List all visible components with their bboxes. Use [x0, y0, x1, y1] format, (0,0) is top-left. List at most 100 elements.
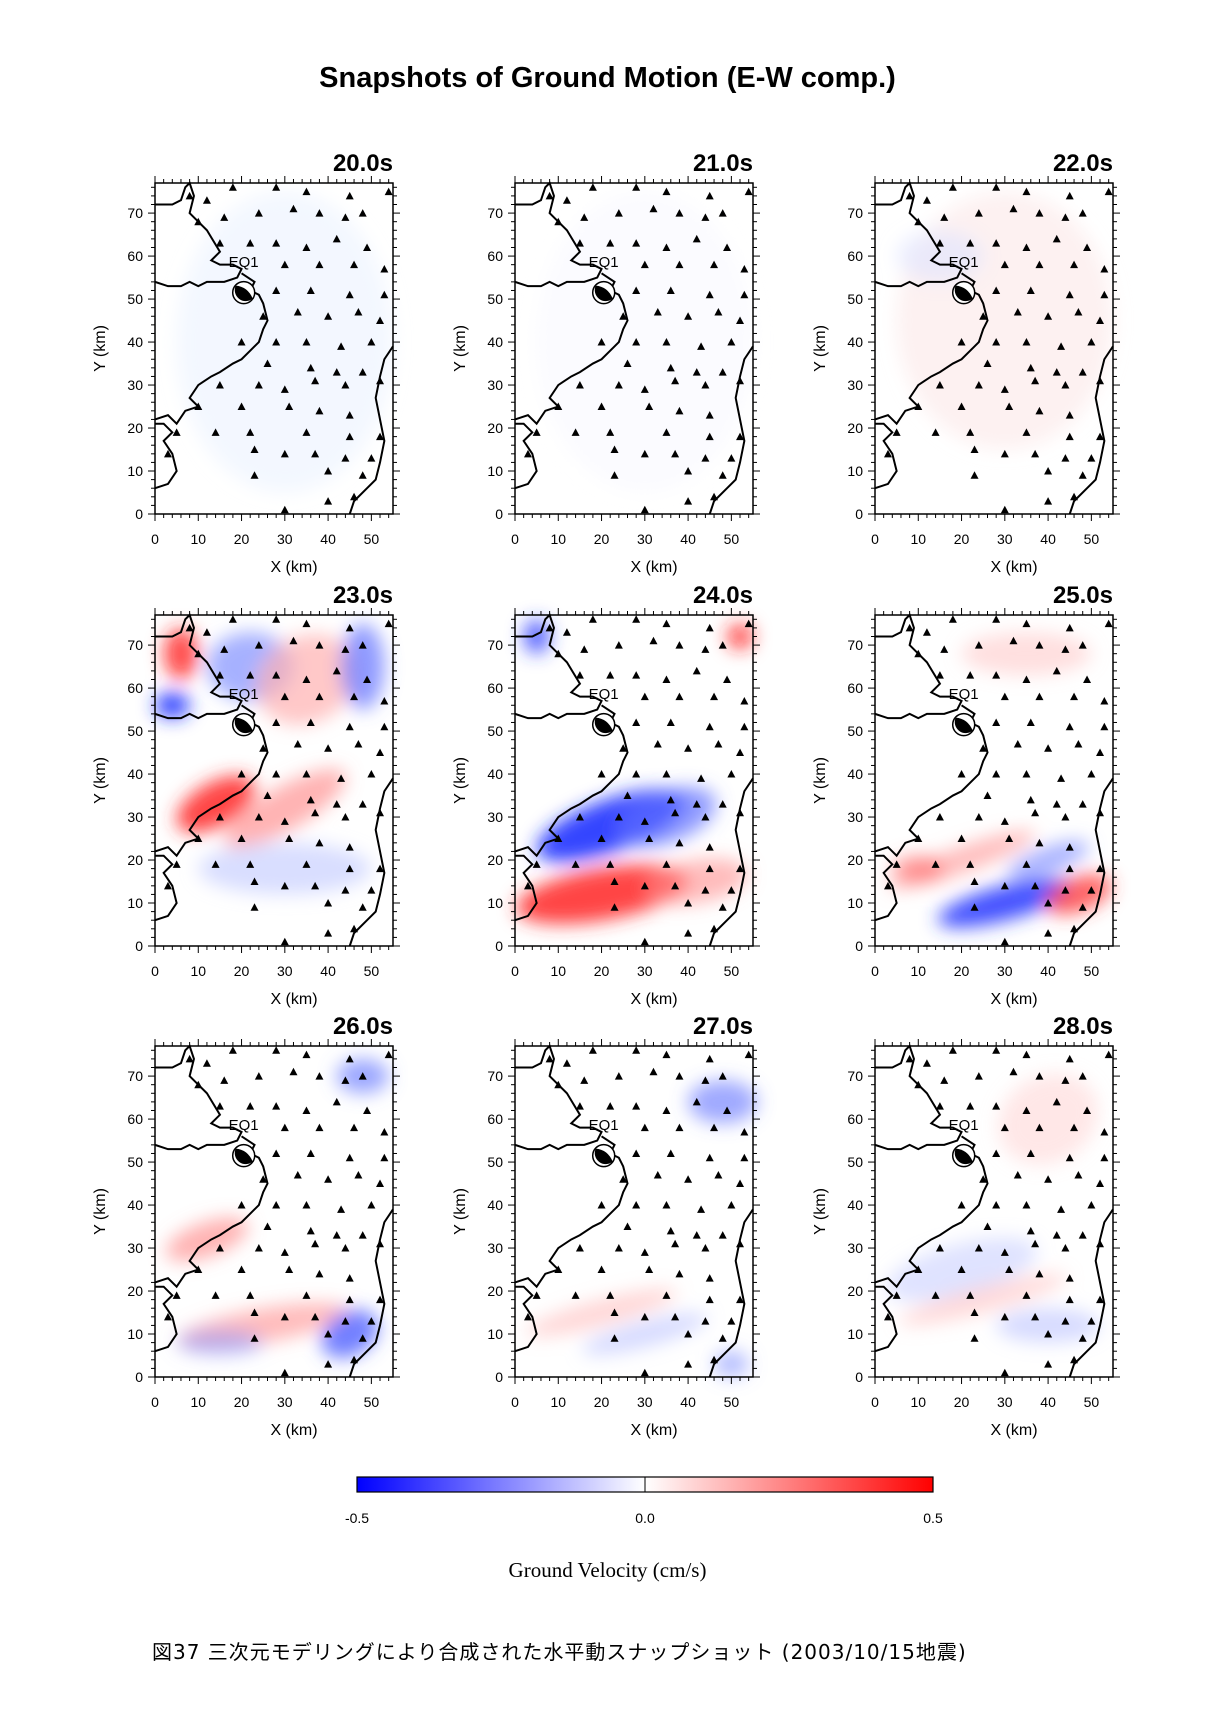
station-triangle-icon: [1052, 368, 1061, 376]
station-triangle-icon: [341, 645, 350, 653]
station-triangle-icon: [671, 376, 680, 385]
station-triangle-icon: [992, 1201, 1001, 1209]
station-triangle-icon: [350, 260, 359, 269]
station-triangle-icon: [384, 187, 393, 196]
station-triangle-icon: [337, 774, 346, 782]
coastline: [154, 1285, 178, 1353]
coastline: [874, 704, 989, 858]
station-triangle-icon: [1065, 191, 1074, 200]
station-triangle-icon: [263, 791, 272, 800]
panel-frame: [154, 614, 394, 947]
station-triangle-icon: [1026, 718, 1035, 726]
y-tick-label: 30: [487, 1240, 503, 1256]
station-triangle-icon: [675, 1269, 684, 1278]
station-triangle-icon: [202, 196, 211, 204]
station-triangle-icon: [649, 1067, 658, 1076]
station-triangle-icon: [246, 860, 255, 868]
x-tick-label: 40: [680, 1394, 696, 1410]
station-triangle-icon: [545, 1054, 554, 1063]
station-triangle-icon: [1031, 1312, 1040, 1321]
wavefield-patch: [582, 1313, 708, 1355]
station-triangle-icon: [272, 183, 281, 191]
station-triangle-icon: [302, 675, 311, 683]
station-triangle-icon: [692, 666, 701, 675]
station-triangle-icon: [1031, 881, 1040, 890]
station-triangle-icon: [358, 1072, 367, 1080]
coastline: [154, 181, 243, 288]
station-triangle-icon: [606, 860, 615, 868]
station-triangle-icon: [606, 671, 615, 679]
station-triangle-icon: [345, 1153, 354, 1162]
station-triangle-icon: [341, 1076, 350, 1084]
station-triangle-icon: [332, 1097, 341, 1106]
station-triangle-icon: [640, 260, 649, 269]
station-triangle-icon: [1005, 402, 1014, 411]
x-tick-label: 50: [724, 963, 740, 979]
station-triangle-icon: [697, 774, 706, 782]
station-triangle-icon: [259, 312, 268, 320]
station-triangle-icon: [597, 402, 606, 411]
y-axis-label: Y (km): [452, 1188, 469, 1235]
wavefield-patch: [1045, 874, 1112, 915]
station-triangle-icon: [718, 903, 727, 911]
x-tick-label: 20: [594, 963, 610, 979]
station-triangle-icon: [293, 307, 302, 316]
station-triangle-icon: [345, 411, 354, 419]
wavefield-patch: [961, 632, 1092, 676]
station-triangle-icon: [172, 428, 181, 436]
station-triangle-icon: [1057, 342, 1066, 350]
station-triangle-icon: [384, 619, 393, 628]
station-triangle-icon: [1022, 860, 1031, 868]
snapshot-panel: 23.0s EQ1 0 10 20 30 40 50 0 10 20 30 40 50 60 70 X (km)…: [92, 582, 400, 1008]
y-tick-label: 0: [135, 506, 143, 522]
station-triangle-icon: [675, 260, 684, 269]
station-triangle-icon: [935, 1102, 944, 1110]
station-triangle-icon: [311, 881, 320, 890]
station-triangle-icon: [974, 641, 983, 649]
y-tick-label: 10: [847, 463, 863, 479]
station-triangle-icon: [992, 183, 1001, 191]
station-triangle-icon: [632, 1149, 641, 1157]
x-tick-label: 30: [997, 531, 1013, 547]
wavefield-patch: [937, 878, 1072, 928]
station-triangle-icon: [675, 692, 684, 701]
station-triangle-icon: [1026, 363, 1035, 372]
station-triangle-icon: [957, 1201, 966, 1209]
x-tick-label: 40: [1040, 531, 1056, 547]
y-tick-label: 60: [487, 680, 503, 696]
station-triangle-icon: [697, 342, 706, 350]
station-triangle-icon: [1074, 739, 1083, 748]
station-triangle-icon: [315, 838, 324, 847]
station-triangle-icon: [358, 368, 367, 376]
station-triangle-icon: [914, 1080, 923, 1089]
station-triangle-icon: [1087, 770, 1096, 778]
station-triangle-icon: [966, 428, 975, 436]
x-tick-label: 50: [724, 531, 740, 547]
event-label: EQ1: [229, 686, 259, 703]
station-triangle-icon: [1061, 645, 1070, 653]
y-tick-label: 70: [847, 637, 863, 653]
station-triangle-icon: [1070, 692, 1079, 701]
station-triangle-icon: [354, 307, 363, 316]
x-tick-label: 20: [954, 531, 970, 547]
station-triangle-icon: [736, 1179, 745, 1188]
station-triangle-icon: [1044, 312, 1053, 320]
station-triangle-icon: [341, 1244, 350, 1252]
station-triangle-icon: [662, 338, 671, 346]
station-triangle-icon: [194, 649, 203, 658]
colorbar-tick-max: 0.5: [923, 1510, 943, 1526]
station-triangle-icon: [1087, 886, 1096, 894]
station-triangle-icon: [1000, 692, 1009, 701]
y-tick-label: 40: [847, 1197, 863, 1213]
station-triangle-icon: [358, 471, 367, 479]
station-triangle-icon: [610, 877, 619, 886]
station-triangle-icon: [974, 1244, 983, 1252]
station-triangle-icon: [315, 209, 324, 217]
station-triangle-icon: [740, 722, 749, 731]
station-triangle-icon: [554, 1080, 563, 1089]
coastline: [874, 1044, 963, 1151]
station-triangle-icon: [1096, 808, 1105, 817]
y-tick-label: 70: [847, 1068, 863, 1084]
station-triangle-icon: [1100, 1127, 1109, 1136]
station-triangle-icon: [1044, 929, 1053, 937]
